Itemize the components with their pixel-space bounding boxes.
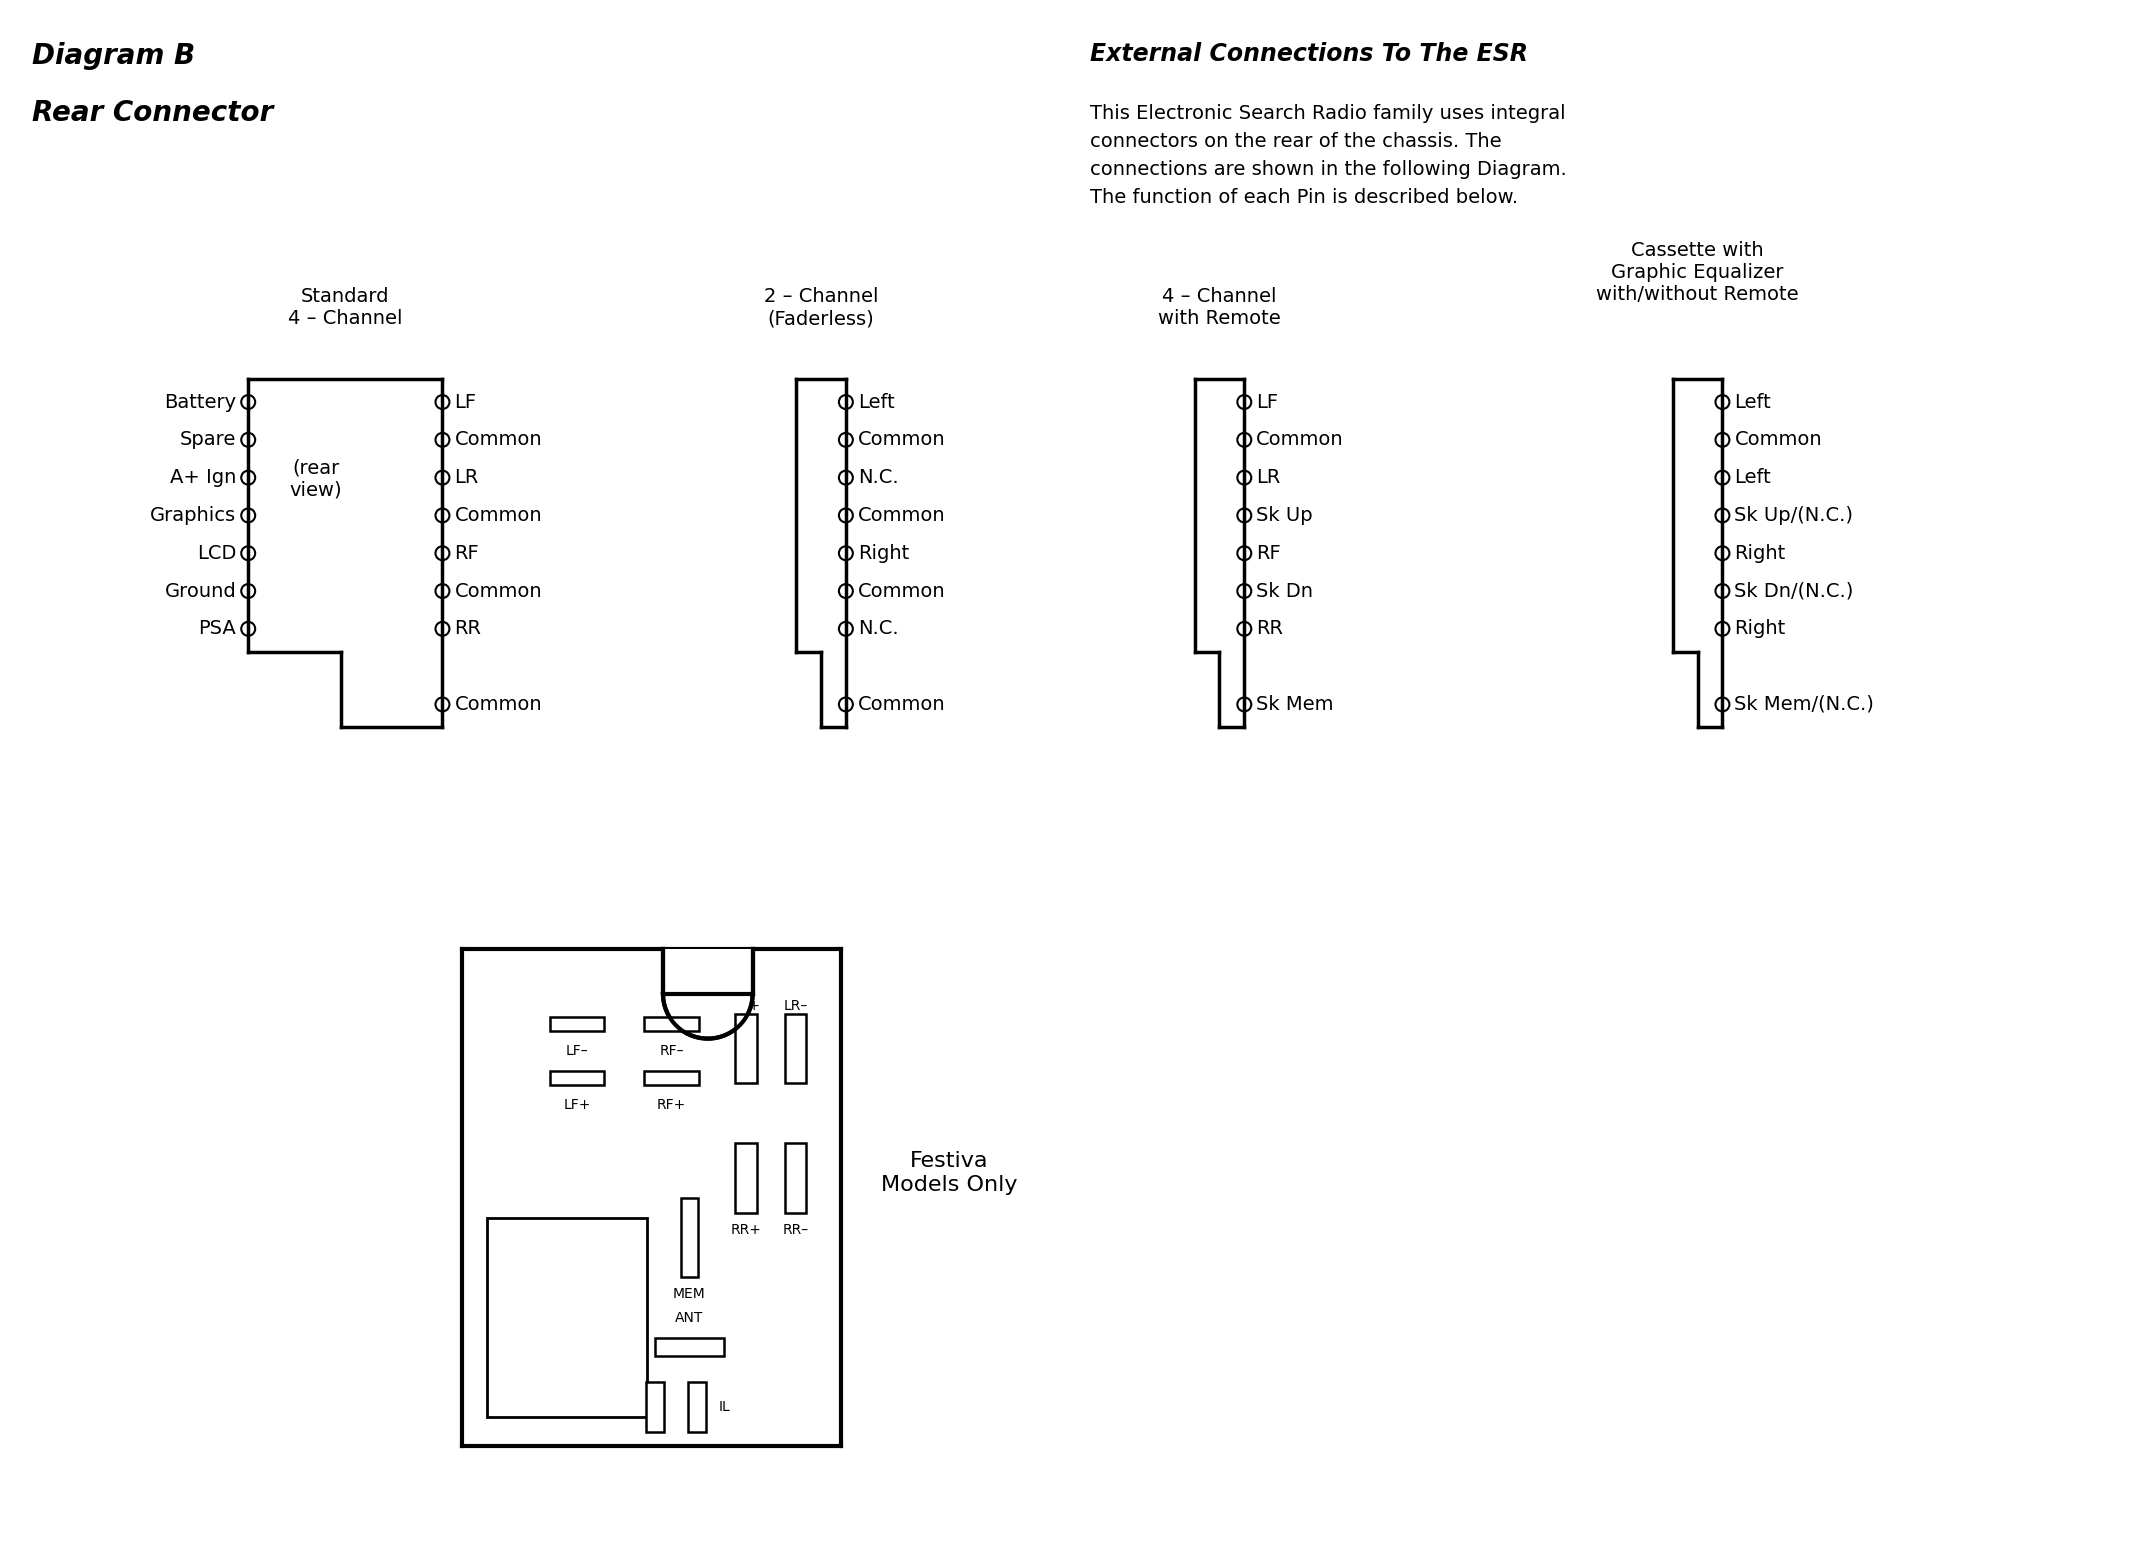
- Text: PSA: PSA: [199, 619, 237, 638]
- Bar: [645, 1017, 698, 1031]
- Text: Left: Left: [858, 393, 895, 412]
- Bar: [655, 1338, 724, 1355]
- Text: LF–: LF–: [566, 1044, 589, 1058]
- Text: Sk Dn/(N.C.): Sk Dn/(N.C.): [1734, 581, 1853, 600]
- Text: A+ Ign: A+ Ign: [171, 469, 237, 487]
- Text: 2 – Channel
(Faderless): 2 – Channel (Faderless): [764, 287, 877, 329]
- Bar: [664, 950, 754, 993]
- Text: Left: Left: [1734, 393, 1772, 412]
- Bar: [549, 1017, 604, 1031]
- Bar: [664, 950, 754, 1039]
- Text: Sk Dn: Sk Dn: [1255, 581, 1313, 600]
- Text: N.C.: N.C.: [858, 619, 899, 638]
- Text: Left: Left: [1734, 469, 1772, 487]
- Text: RR+: RR+: [730, 1222, 762, 1236]
- Bar: [784, 1014, 807, 1083]
- Text: Common: Common: [455, 581, 542, 600]
- Text: RR–: RR–: [781, 1222, 809, 1236]
- Text: Right: Right: [1734, 544, 1785, 563]
- Text: RR: RR: [455, 619, 480, 638]
- Text: Right: Right: [858, 544, 910, 563]
- Text: Spare: Spare: [179, 431, 237, 450]
- Text: 4 – Channel
with Remote: 4 – Channel with Remote: [1157, 287, 1281, 329]
- Text: LR–: LR–: [784, 998, 807, 1012]
- Text: External Connections To The ESR: External Connections To The ESR: [1089, 42, 1529, 66]
- Text: Battery: Battery: [164, 393, 237, 412]
- Text: LCD: LCD: [196, 544, 237, 563]
- Text: Common: Common: [858, 694, 946, 715]
- Text: This Electronic Search Radio family uses integral
connectors on the rear of the : This Electronic Search Radio family uses…: [1089, 103, 1567, 207]
- Text: Graphics: Graphics: [149, 506, 237, 525]
- Text: Right: Right: [1734, 619, 1785, 638]
- Text: LR+: LR+: [732, 998, 760, 1012]
- Text: ANT: ANT: [675, 1312, 705, 1326]
- Text: RR: RR: [1255, 619, 1283, 638]
- Bar: [647, 1382, 664, 1432]
- Text: RF+: RF+: [658, 1098, 685, 1113]
- Text: Rear Connector: Rear Connector: [32, 99, 273, 127]
- Text: A+: A+: [613, 1399, 634, 1413]
- Text: Common: Common: [858, 506, 946, 525]
- Text: Common: Common: [858, 581, 946, 600]
- Text: Common: Common: [1255, 431, 1343, 450]
- Bar: [687, 1382, 707, 1432]
- Text: Diagram B: Diagram B: [32, 42, 194, 71]
- Text: MEM: MEM: [673, 1288, 707, 1301]
- Text: RF–: RF–: [660, 1044, 683, 1058]
- Text: (rear
view): (rear view): [290, 459, 342, 500]
- Text: Sk Mem/(N.C.): Sk Mem/(N.C.): [1734, 694, 1875, 715]
- Text: Common: Common: [1734, 431, 1821, 450]
- Bar: [487, 1218, 647, 1417]
- Text: LR: LR: [455, 469, 478, 487]
- Text: Common: Common: [455, 431, 542, 450]
- Text: Sk Up/(N.C.): Sk Up/(N.C.): [1734, 506, 1853, 525]
- Text: RF: RF: [455, 544, 478, 563]
- Bar: [784, 1142, 807, 1213]
- Text: Festiva
Models Only: Festiva Models Only: [882, 1152, 1016, 1194]
- Bar: [734, 1142, 758, 1213]
- Text: LR: LR: [1255, 469, 1281, 487]
- Text: Common: Common: [455, 694, 542, 715]
- Text: Ground: Ground: [164, 581, 237, 600]
- Text: IL: IL: [719, 1399, 730, 1413]
- Text: LF: LF: [1255, 393, 1279, 412]
- Text: Common: Common: [858, 431, 946, 450]
- Text: N.C.: N.C.: [858, 469, 899, 487]
- Bar: [734, 1014, 758, 1083]
- Text: Common: Common: [455, 506, 542, 525]
- Bar: [681, 1197, 698, 1277]
- Text: LF+: LF+: [564, 1098, 591, 1113]
- Text: LF: LF: [455, 393, 476, 412]
- Text: Sk Up: Sk Up: [1255, 506, 1313, 525]
- Bar: [549, 1072, 604, 1086]
- Bar: [645, 1072, 698, 1086]
- Text: Standard
4 – Channel: Standard 4 – Channel: [288, 287, 404, 329]
- Text: RF: RF: [1255, 544, 1281, 563]
- Text: Sk Mem: Sk Mem: [1255, 694, 1334, 715]
- Text: Cassette with
Graphic Equalizer
with/without Remote: Cassette with Graphic Equalizer with/wit…: [1597, 241, 1800, 304]
